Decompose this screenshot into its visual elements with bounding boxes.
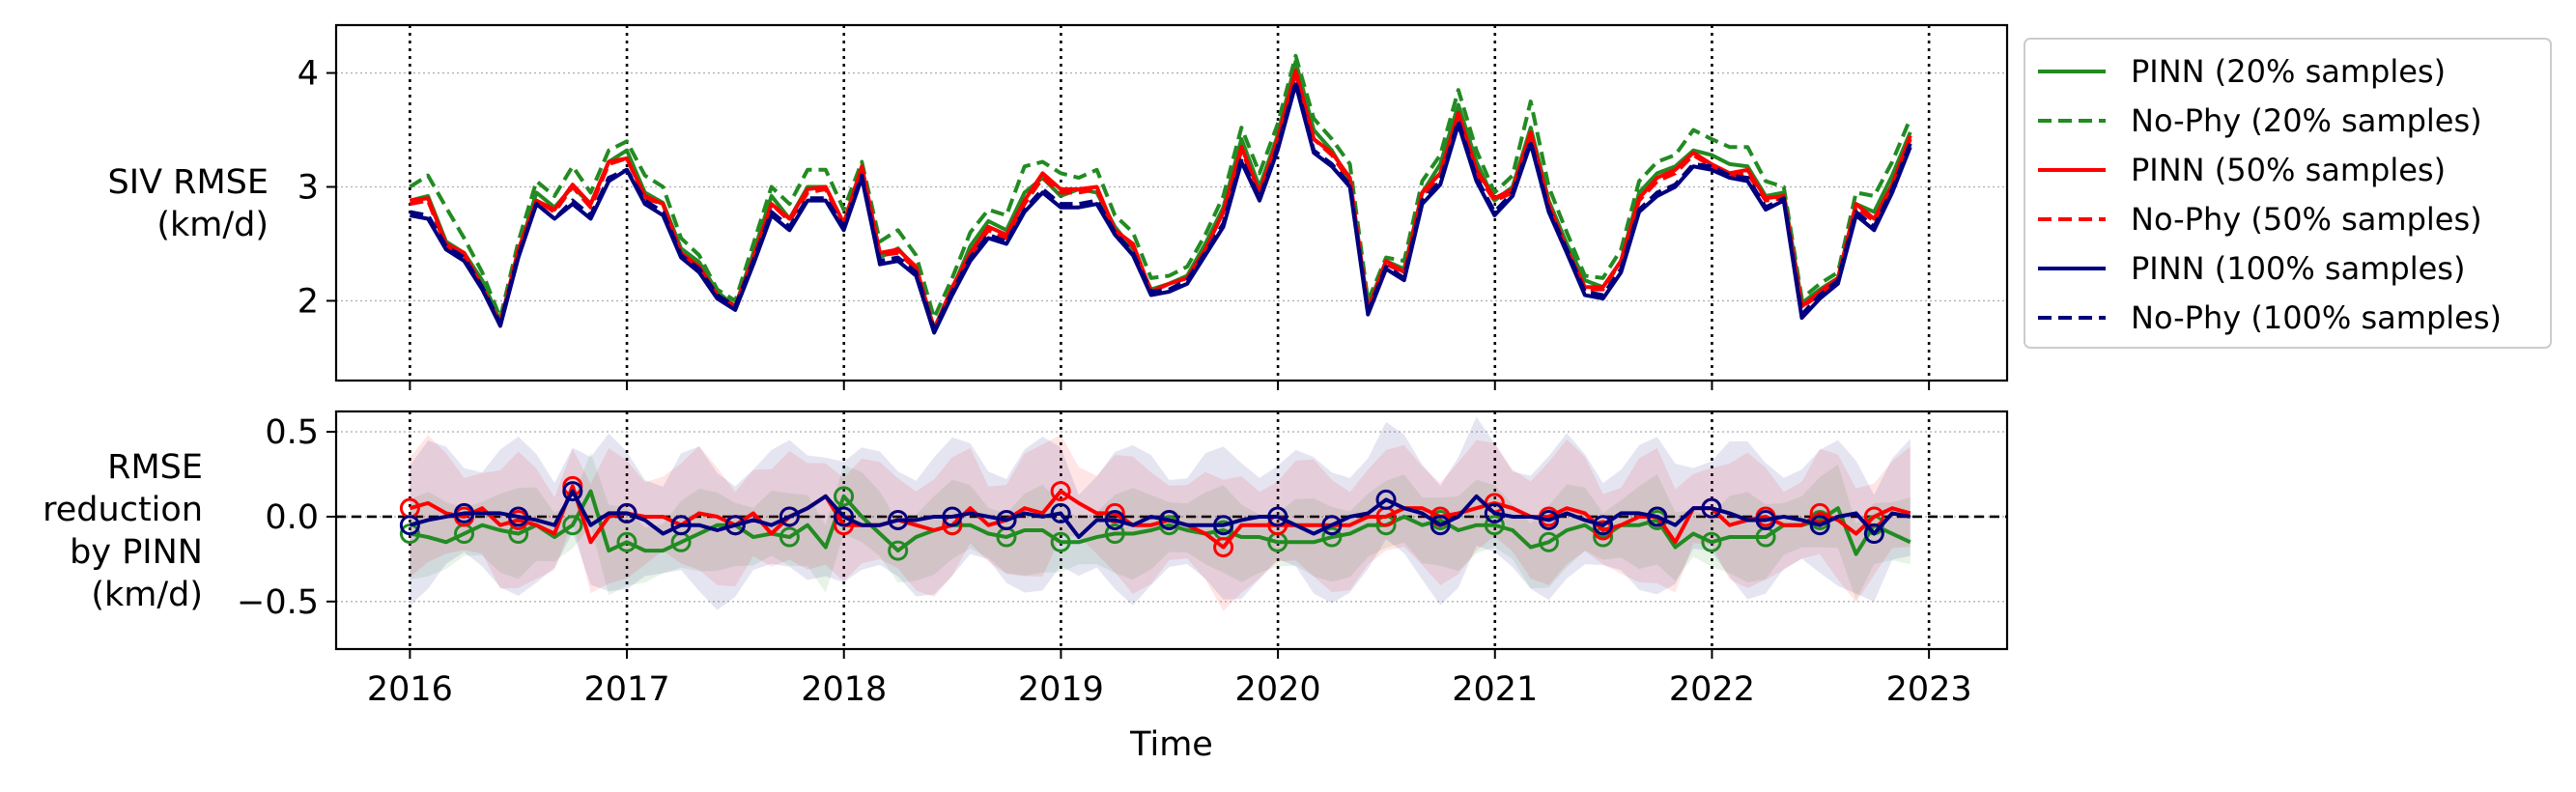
plot-area <box>409 53 1912 335</box>
series-marker <box>1863 523 1884 545</box>
legend-label: PINN (50% samples) <box>2131 152 2446 188</box>
uncertainty-band <box>410 416 1911 610</box>
series-marker <box>888 509 909 530</box>
plot-area <box>399 416 1911 611</box>
series-marker <box>834 506 855 527</box>
legend-label: No-Phy (100% samples) <box>2131 299 2502 336</box>
y-tick-label: 3 <box>297 168 319 207</box>
y-tick-label: 2 <box>297 282 319 321</box>
series-marker <box>670 515 692 536</box>
series-marker <box>1809 502 1830 523</box>
series-line <box>410 71 1912 331</box>
series-marker <box>1538 531 1559 552</box>
legend-label: No-Phy (50% samples) <box>2131 201 2482 238</box>
y-tick-label: 0.0 <box>265 498 319 537</box>
series-marker <box>1050 481 1071 502</box>
y-axis-label: reduction <box>42 491 203 529</box>
series-marker <box>1104 509 1125 530</box>
series-marker <box>1213 515 1234 536</box>
series-marker <box>508 506 529 527</box>
y-tick-label: 0.5 <box>265 413 319 452</box>
y-tick-label: −0.5 <box>237 583 319 622</box>
series-marker <box>1321 515 1343 536</box>
x-tick-label: 2019 <box>1018 670 1104 709</box>
series-marker <box>724 515 746 536</box>
legend: PINN (20% samples) No-Phy (20% samples) PI… <box>2024 38 2552 349</box>
series-marker <box>616 502 637 523</box>
axes-frame <box>334 23 2009 382</box>
x-tick-label: 2021 <box>1452 670 1538 709</box>
series-marker <box>942 506 963 527</box>
series-line <box>409 53 1912 321</box>
y-axis-label: (km/d) <box>91 576 203 614</box>
series-marker <box>1809 515 1830 536</box>
series-marker <box>1050 531 1071 552</box>
x-tick-label: 2022 <box>1669 670 1755 709</box>
series-marker <box>1484 515 1505 536</box>
y-axis-label: (km/d) <box>156 206 269 244</box>
y-axis-label: RMSE <box>107 448 203 487</box>
series-marker <box>778 526 800 548</box>
bottom-panel-rmse-reduction: 0.5 0.0 −0.5 2016 2017 2018 2019 2020 2021 2022 20… <box>42 410 2009 764</box>
legend-box <box>2024 38 2552 349</box>
legend-label: PINN (100% samples) <box>2131 250 2465 287</box>
series-marker <box>1050 502 1071 523</box>
series-marker <box>1267 506 1288 527</box>
series-marker <box>996 509 1017 530</box>
series-marker <box>834 486 855 507</box>
series-marker <box>1647 506 1668 527</box>
series-marker <box>399 515 420 536</box>
series-marker <box>454 502 475 523</box>
series-marker <box>616 531 637 552</box>
y-axis-label: SIV RMSE <box>108 163 269 202</box>
series-marker <box>1755 509 1776 530</box>
x-tick-label: 2016 <box>367 670 453 709</box>
x-tick-label: 2023 <box>1886 670 1972 709</box>
series-marker <box>1104 523 1125 545</box>
series-marker <box>778 506 800 527</box>
legend-label: No-Phy (20% samples) <box>2131 102 2482 139</box>
series-marker <box>1484 502 1505 523</box>
series-marker <box>888 540 909 561</box>
series-marker <box>1158 509 1179 530</box>
series-marker <box>562 515 583 536</box>
y-tick-label: 4 <box>297 55 319 94</box>
series-marker <box>1538 509 1559 530</box>
series-marker <box>1375 489 1397 510</box>
series-marker <box>1701 497 1722 519</box>
top-panel-siv-rmse: 2 3 4 SIV RMSE (km/d) <box>108 23 2009 390</box>
series-marker <box>1701 531 1722 552</box>
series-line <box>410 79 1912 331</box>
x-tick-label: 2020 <box>1235 670 1321 709</box>
axes-frame <box>334 410 2009 651</box>
y-axis-label: by PINN <box>70 533 203 572</box>
series-marker <box>1321 526 1343 548</box>
series-marker <box>1213 537 1234 558</box>
series-marker <box>1430 515 1451 536</box>
legend-label: PINN (20% samples) <box>2131 53 2446 90</box>
x-tick-label: 2017 <box>584 670 670 709</box>
series-line <box>410 82 1912 335</box>
series-marker <box>1593 515 1614 536</box>
x-tick-label: 2018 <box>801 670 887 709</box>
series-marker <box>562 481 583 502</box>
x-axis-label: Time <box>1129 725 1213 764</box>
